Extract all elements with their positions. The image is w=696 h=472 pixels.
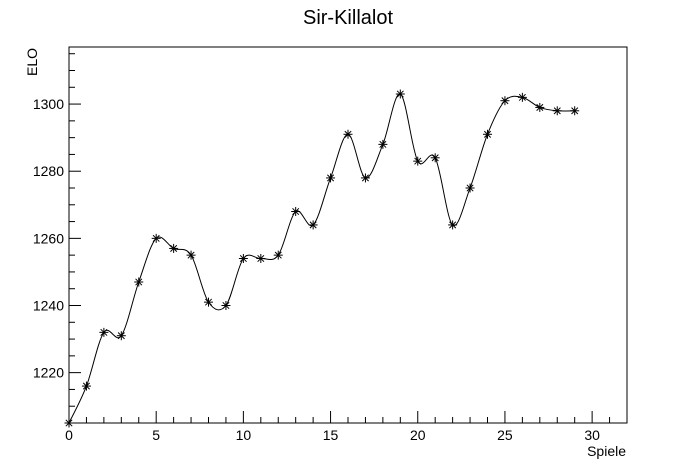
data-point bbox=[99, 327, 109, 337]
data-point bbox=[169, 243, 179, 253]
data-point bbox=[134, 277, 144, 287]
data-point bbox=[395, 89, 405, 99]
x-tick-label: 30 bbox=[584, 427, 600, 443]
data-point bbox=[448, 220, 458, 230]
x-axis-label: Spiele bbox=[587, 443, 626, 459]
data-point bbox=[64, 418, 74, 428]
data-point bbox=[465, 183, 475, 193]
chart-title: Sir-Killalot bbox=[303, 7, 393, 29]
data-point bbox=[81, 381, 91, 391]
data-point bbox=[378, 139, 388, 149]
data-point bbox=[151, 233, 161, 243]
data-point bbox=[326, 173, 336, 183]
data-point bbox=[535, 102, 545, 112]
data-point bbox=[221, 301, 231, 310]
data-point bbox=[570, 106, 580, 116]
data-point bbox=[483, 129, 492, 139]
x-tick-label: 10 bbox=[236, 427, 252, 443]
data-point bbox=[273, 250, 283, 260]
data-point bbox=[343, 129, 353, 139]
y-tick-label: 1300 bbox=[33, 96, 64, 112]
data-point bbox=[308, 220, 318, 230]
series-markers bbox=[64, 89, 580, 428]
x-tick-label: 20 bbox=[410, 427, 426, 443]
series-curve bbox=[68, 93, 575, 424]
y-tick-label: 1260 bbox=[33, 230, 64, 246]
data-point bbox=[256, 254, 266, 263]
data-point bbox=[552, 106, 562, 116]
data-point bbox=[517, 92, 527, 102]
data-point bbox=[204, 297, 213, 307]
y-tick-label: 1280 bbox=[33, 163, 64, 179]
x-tick-label: 15 bbox=[323, 427, 339, 443]
x-tick-label: 0 bbox=[65, 427, 73, 443]
data-point bbox=[413, 156, 423, 166]
y-tick-label: 1240 bbox=[33, 298, 64, 314]
data-point bbox=[186, 250, 196, 260]
x-tick-label: 5 bbox=[152, 427, 160, 443]
plot-frame bbox=[68, 46, 628, 424]
x-tick-label: 25 bbox=[497, 427, 513, 443]
axes: 0 5 10 15 20 25 30 1220 1240 1260 1280 1300 bbox=[33, 53, 628, 443]
data-point bbox=[238, 254, 248, 263]
data-point bbox=[291, 207, 301, 216]
data-point bbox=[430, 153, 440, 163]
y-axis-label: ELO bbox=[24, 48, 40, 76]
data-point bbox=[360, 173, 370, 183]
y-tick-label: 1220 bbox=[33, 365, 64, 381]
data-point bbox=[116, 331, 126, 341]
data-point bbox=[500, 96, 510, 106]
